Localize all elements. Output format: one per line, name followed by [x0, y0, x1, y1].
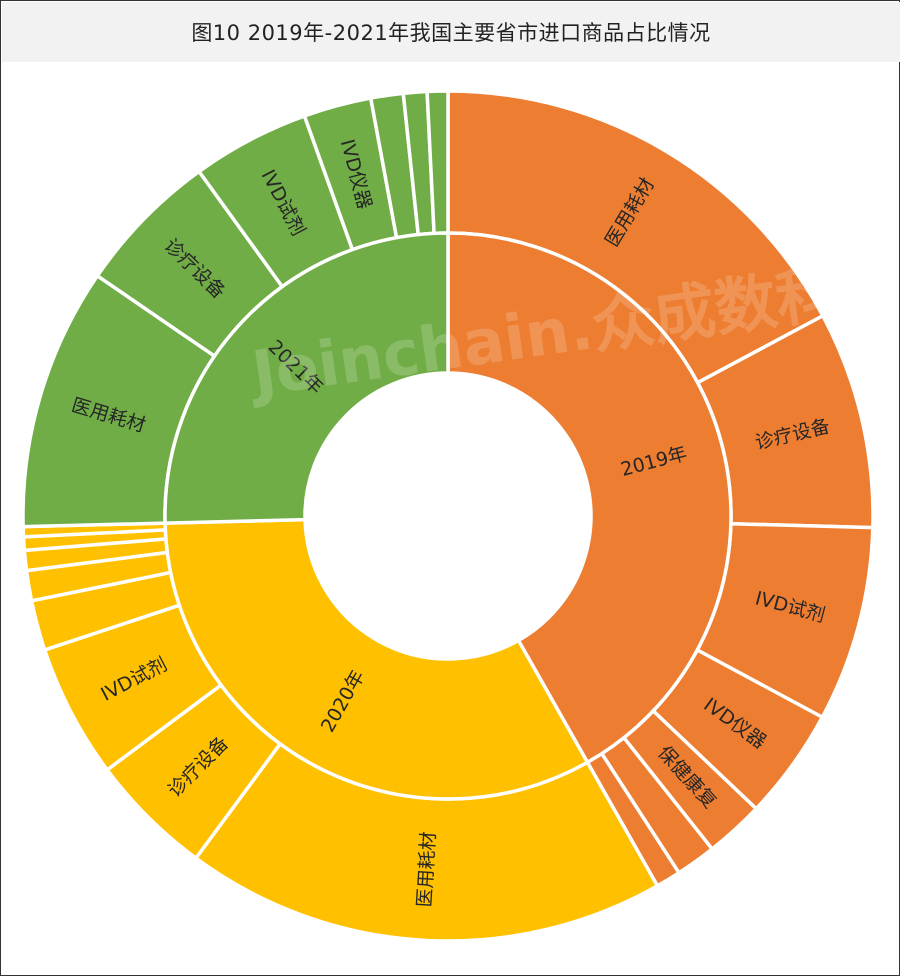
year-segment-2019年[interactable] — [446, 231, 733, 765]
outer-ring — [21, 89, 875, 943]
category-label-2020年-0: 医用耗材 — [414, 831, 441, 908]
inner-ring — [163, 231, 733, 801]
year-segment-2021年[interactable] — [163, 231, 450, 525]
chart-title: 图10 2019年-2021年我国主要省市进口商品占比情况 — [191, 21, 711, 45]
chart-title-bar: 图10 2019年-2021年我国主要省市进口商品占比情况 — [2, 2, 900, 62]
year-segment-2020年[interactable] — [163, 517, 590, 801]
